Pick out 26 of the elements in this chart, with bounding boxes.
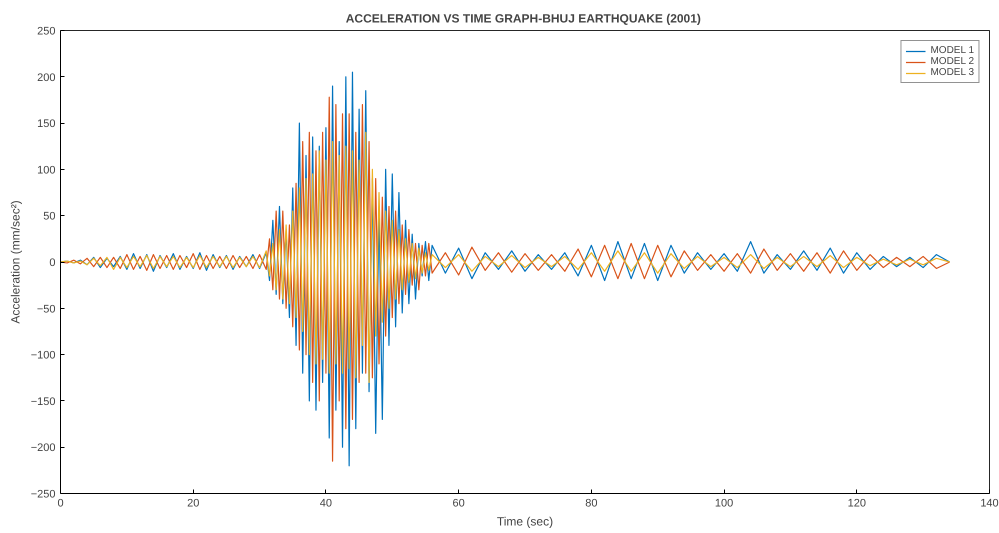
y-tick-label: 50 [43, 210, 56, 223]
x-tick-label: 40 [320, 498, 332, 510]
chart-title: ACCELERATION VS TIME GRAPH-BHUJ EARTHQUAKE (2001) [346, 12, 701, 26]
x-tick-label: 140 [980, 498, 999, 510]
y-tick-label: 200 [37, 72, 56, 84]
x-axis-title: Time (sec) [496, 514, 554, 528]
legend-label: MODEL 1 [930, 45, 974, 56]
x-tick-label: 20 [187, 498, 200, 510]
y-tick-label: 150 [37, 118, 56, 130]
y-tick-label: −150 [30, 396, 56, 408]
y-axis-title: Acceleration (mm/sec²) [8, 200, 23, 324]
y-tick-label: −200 [30, 442, 56, 454]
line-series [60, 132, 950, 383]
y-tick-label: −250 [30, 488, 56, 500]
legend-label: MODEL 3 [930, 67, 974, 78]
y-tick-label: 250 [37, 26, 56, 38]
x-tick-label: 100 [714, 498, 734, 510]
x-tick-label: 120 [848, 498, 866, 510]
x-tick-label: 60 [452, 498, 465, 510]
x-tick-label: 0 [57, 498, 64, 510]
x-tick-label: 80 [585, 498, 598, 510]
y-tick-label: −50 [36, 303, 56, 316]
y-tick-label: 0 [49, 257, 56, 269]
legend-label: MODEL 2 [930, 56, 974, 67]
y-tick-label: 100 [37, 164, 56, 176]
y-tick-label: −100 [30, 350, 56, 362]
